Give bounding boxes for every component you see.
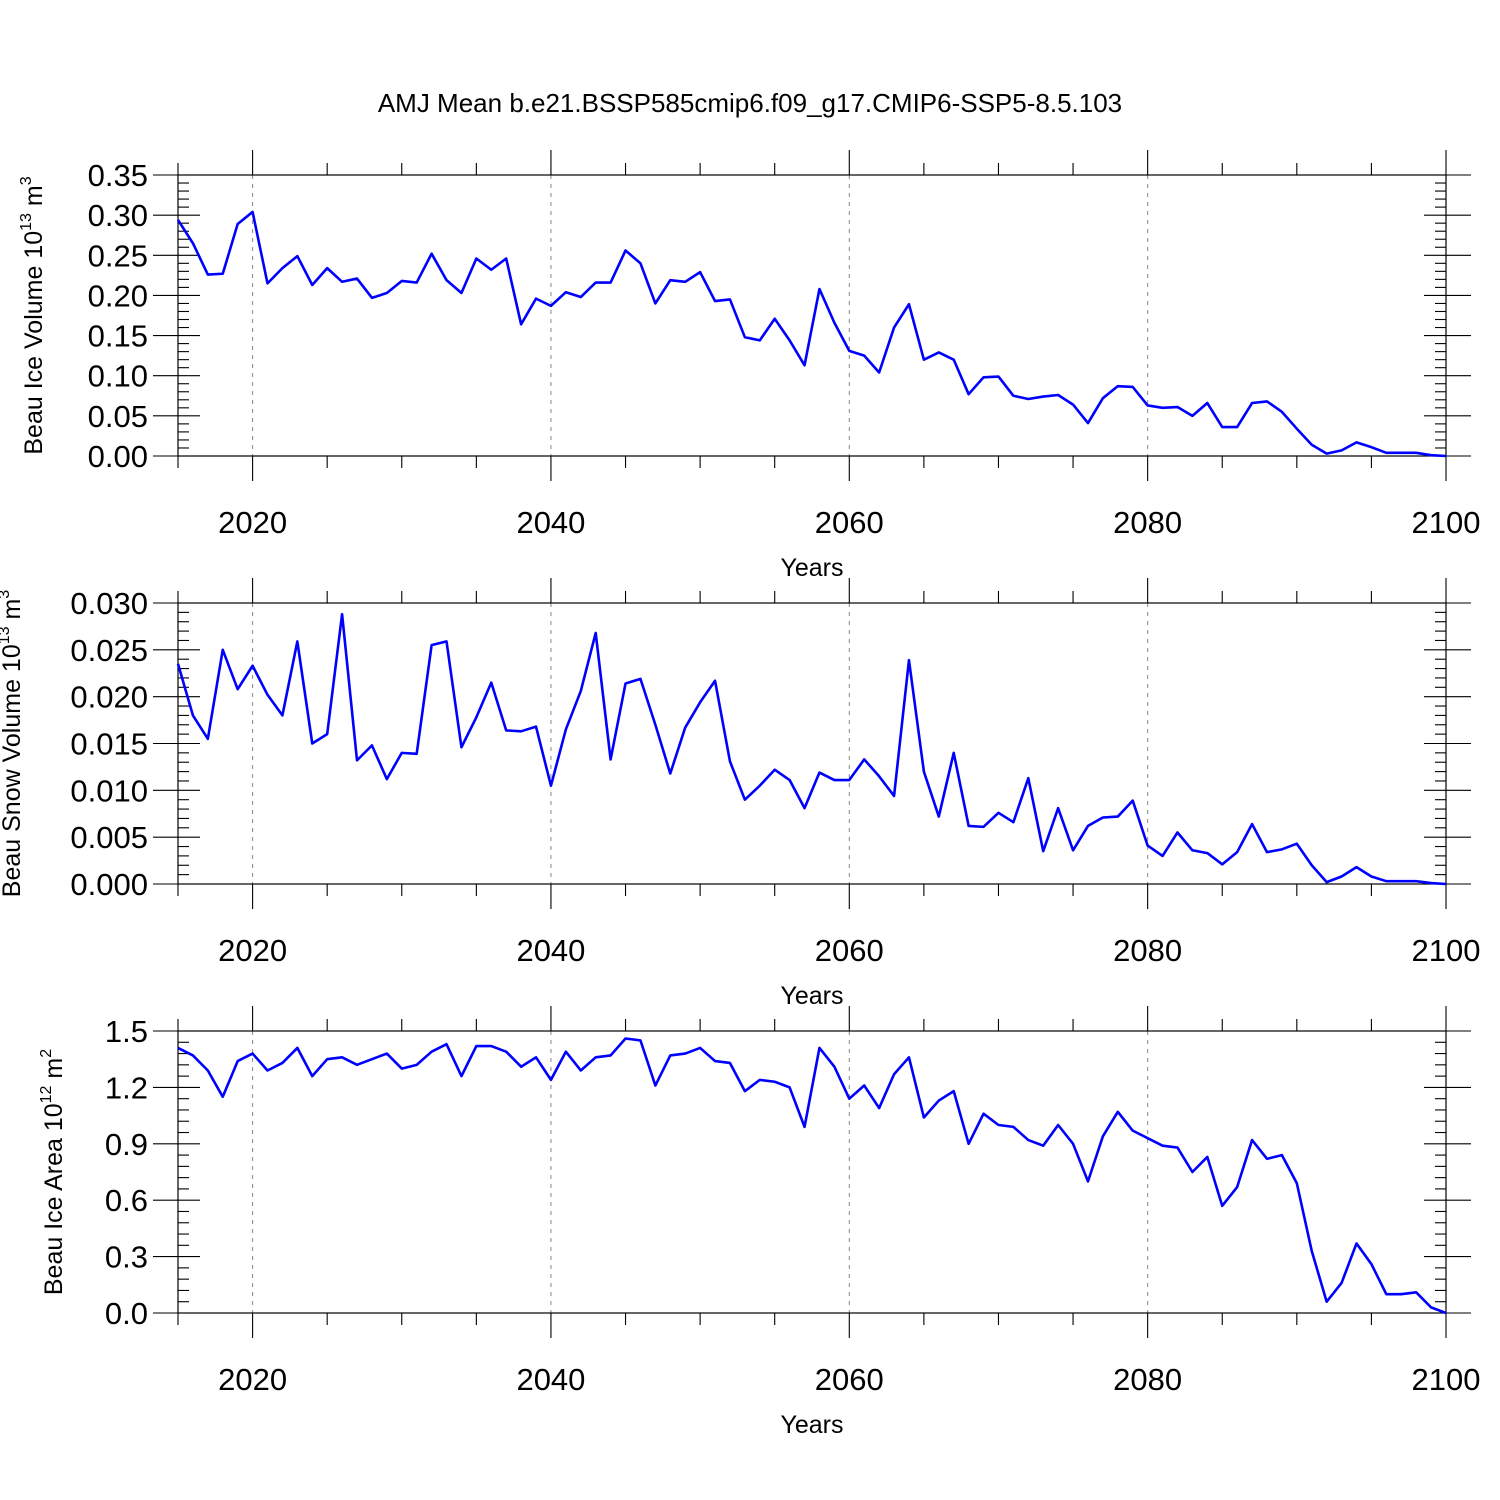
x-tick-label: 2040 (516, 1362, 585, 1397)
series-line (176, 210, 1447, 458)
y-axis-title: Beau Ice Area 1012 m2 (38, 1049, 68, 1295)
figure-title: AMJ Mean b.e21.BSSP585cmip6.f09_g17.CMIP… (378, 88, 1122, 118)
x-tick-label: 2020 (218, 505, 287, 540)
series-line (177, 1037, 1447, 1315)
plot-frame (177, 174, 1447, 457)
y-tick-label: 0.15 (88, 319, 148, 354)
plot-frame (177, 1030, 1447, 1314)
y-tick-label: 0.6 (105, 1183, 148, 1218)
y-tick-label: 0.05 (88, 399, 148, 434)
x-tick-label: 2040 (516, 933, 585, 968)
x-tick-label: 2080 (1113, 933, 1182, 968)
y-axis-title: Beau Ice Volume 1013 m3 (18, 176, 48, 454)
y-tick-label: 0.000 (70, 867, 148, 902)
panel-3: 0.0 0.3 0.6 0.9 1.2 1.5 2020 2040 2060 2080 2100 Ye… (38, 1006, 1480, 1439)
series-line (176, 612, 1447, 886)
y-tick-label: 0.020 (70, 680, 148, 715)
y-tick-label: 0.030 (70, 586, 148, 621)
x-tick-label: 2100 (1412, 1362, 1481, 1397)
y-tick-label: 0.00 (88, 439, 148, 474)
y-tick-label: 0.10 (88, 359, 148, 394)
y-tick-label: 0.015 (70, 727, 148, 762)
plot-frame (177, 602, 1447, 885)
x-tick-label: 2060 (815, 505, 884, 540)
x-tick-label: 2040 (516, 505, 585, 540)
y-tick-label: 0.025 (70, 633, 148, 668)
y-tick-label: 0.3 (105, 1240, 148, 1275)
x-tick-label: 2060 (815, 933, 884, 968)
x-tick-label: 2100 (1412, 933, 1481, 968)
x-tick-label: 2060 (815, 1362, 884, 1397)
x-tick-label: 2080 (1113, 505, 1182, 540)
panel-1: 0.00 0.05 0.10 0.15 0.20 0.25 0.30 0.35 2020 2040… (18, 150, 1480, 582)
x-axis-title: Years (780, 1411, 843, 1439)
y-tick-label: 0.010 (70, 773, 148, 808)
y-tick-label: 1.2 (105, 1070, 148, 1105)
x-tick-label: 2100 (1412, 505, 1481, 540)
x-tick-label: 2080 (1113, 1362, 1182, 1397)
y-tick-label: 0.005 (70, 820, 148, 855)
y-tick-label: 0.30 (88, 198, 148, 233)
x-axis-title: Years (780, 554, 843, 582)
panel-2: 0.000 0.005 0.010 0.015 0.020 0.025 0.030 2020 2… (0, 578, 1480, 1010)
y-axis-title: Beau Snow Volume 1013 m3 (0, 590, 26, 898)
x-axis-title: Years (780, 982, 843, 1010)
y-tick-label: 0.0 (105, 1296, 148, 1331)
y-tick-label: 1.5 (105, 1014, 148, 1049)
x-tick-label: 2020 (218, 1362, 287, 1397)
y-tick-label: 0.25 (88, 238, 148, 273)
x-tick-label: 2020 (218, 933, 287, 968)
y-tick-label: 0.20 (88, 278, 148, 313)
y-tick-label: 0.9 (105, 1127, 148, 1162)
y-tick-label: 0.35 (88, 158, 148, 193)
